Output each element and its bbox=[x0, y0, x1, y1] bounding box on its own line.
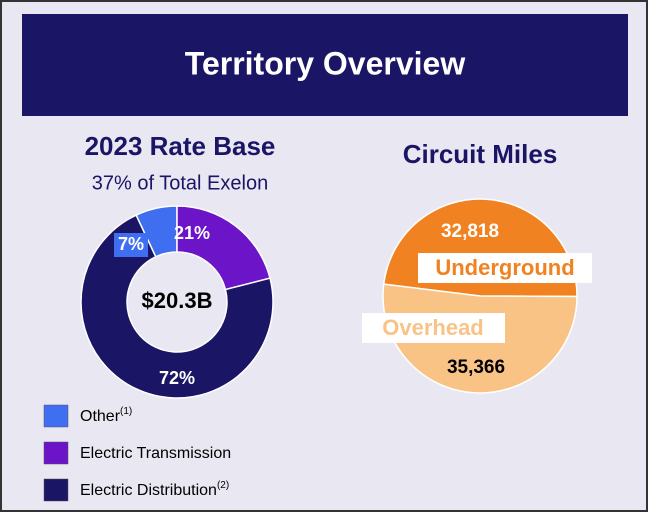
legend-text: Electric Distribution bbox=[80, 482, 217, 499]
legend-label: Electric Distribution(2) bbox=[80, 480, 229, 500]
header-title: Territory Overview bbox=[185, 45, 466, 81]
category-label: Underground bbox=[435, 255, 574, 280]
label-box bbox=[418, 253, 592, 283]
legend-note: (1) bbox=[120, 406, 132, 417]
chart-title: Circuit Miles bbox=[403, 139, 558, 169]
data-label: 35,366 bbox=[447, 357, 505, 378]
data-label: 21% bbox=[174, 223, 210, 243]
legend-swatch bbox=[43, 404, 69, 428]
category-label: Overhead bbox=[382, 315, 484, 340]
legend-swatch bbox=[43, 478, 69, 502]
header-band bbox=[22, 14, 628, 116]
legend-text: Other bbox=[80, 408, 121, 425]
legend-label: Electric Transmission bbox=[80, 445, 231, 462]
legend-note: (2) bbox=[217, 480, 229, 491]
label-box bbox=[114, 233, 148, 257]
chart-title: 2023 Rate Base bbox=[85, 131, 276, 161]
center-label: $20.3B bbox=[142, 288, 213, 313]
legend-text: Electric Transmission bbox=[80, 445, 231, 462]
data-label: 7% bbox=[118, 234, 144, 254]
slice bbox=[80, 214, 274, 399]
label-box bbox=[362, 313, 505, 343]
chart-subtitle: 37% of Total Exelon bbox=[92, 172, 268, 194]
data-label: 32,818 bbox=[441, 221, 499, 242]
data-label: 72% bbox=[159, 368, 195, 388]
legend-swatch bbox=[43, 441, 69, 465]
legend-label: Other(1) bbox=[80, 406, 132, 426]
